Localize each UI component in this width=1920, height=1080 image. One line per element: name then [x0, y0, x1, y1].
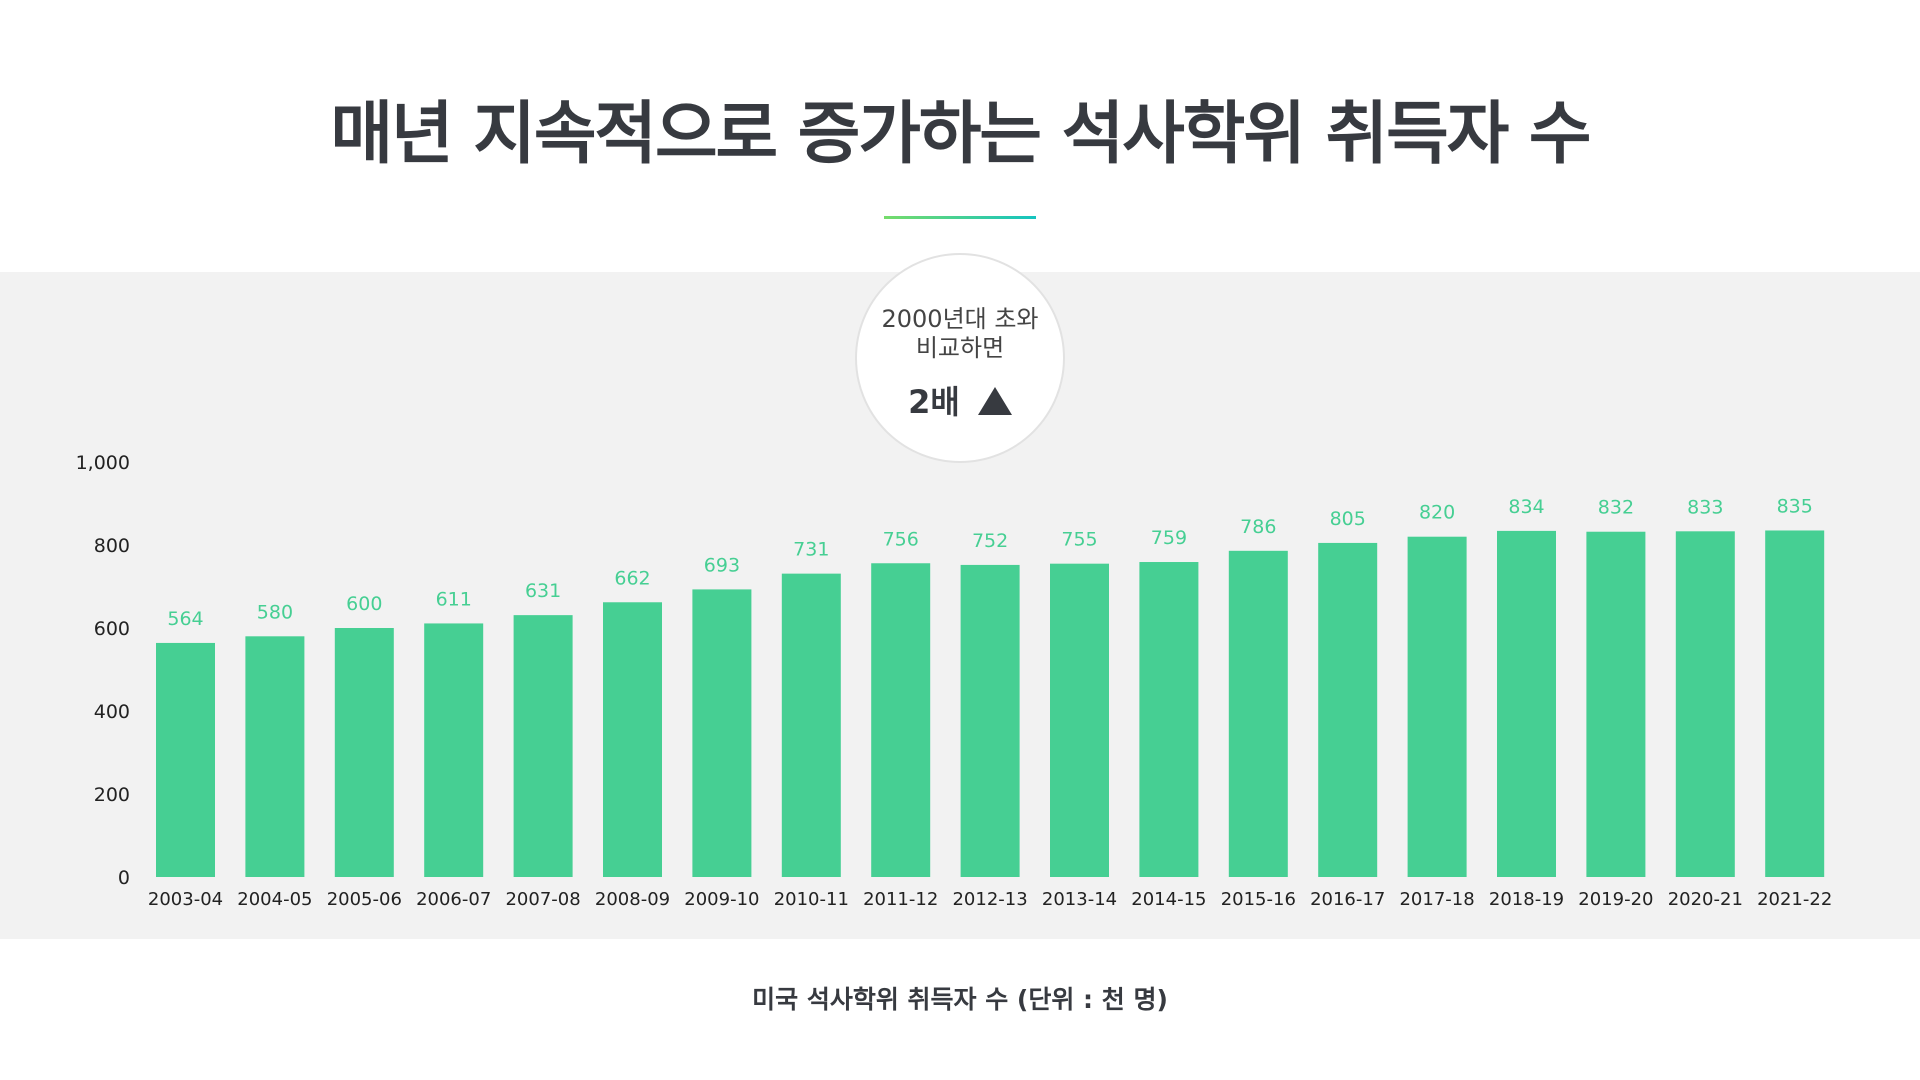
x-tick-label: 2003-04	[148, 889, 223, 910]
data-label: 833	[1687, 496, 1723, 518]
x-tick-label: 2007-08	[505, 889, 580, 910]
bar	[513, 615, 573, 877]
data-label: 631	[525, 580, 561, 602]
data-label: 835	[1777, 495, 1813, 517]
bar	[1228, 550, 1288, 877]
bar	[424, 623, 484, 877]
callout-line1: 2000년대 초와	[881, 305, 1039, 333]
bar	[334, 628, 394, 877]
data-label: 834	[1508, 496, 1544, 518]
callout-line2: 비교하면	[915, 334, 1005, 362]
callout-highlight: 2배	[908, 383, 960, 421]
bar	[1050, 563, 1109, 877]
bar	[1318, 542, 1378, 877]
x-tick-label: 2008-09	[595, 889, 670, 910]
data-label: 662	[614, 567, 650, 589]
data-label: 805	[1330, 508, 1366, 530]
data-label: 564	[167, 608, 203, 630]
data-label: 611	[436, 588, 472, 610]
bar	[245, 636, 305, 877]
bar	[781, 573, 841, 877]
data-label: 580	[257, 601, 293, 623]
bar	[1675, 531, 1735, 877]
x-tick-label: 2021-22	[1757, 889, 1832, 910]
page-title: 매년 지속적으로 증가하는 석사학위 취득자 수	[330, 95, 1591, 174]
callout-bubble: 2000년대 초와 비교하면 2배	[855, 253, 1065, 463]
x-tick-label: 2017-18	[1399, 889, 1474, 910]
chart-caption: 미국 석사학위 취득자 수 (단위 : 천 명)	[752, 985, 1168, 1014]
bar	[156, 642, 215, 877]
x-tick-label: 2005-06	[327, 889, 402, 910]
x-tick-label: 2009-10	[684, 889, 759, 910]
bar	[871, 563, 931, 877]
y-tick-label: 400	[94, 701, 130, 723]
bar	[1407, 536, 1467, 877]
title-underline	[884, 216, 1036, 219]
bar	[603, 602, 662, 877]
y-tick-label: 200	[94, 784, 130, 806]
x-tick-label: 2006-07	[416, 889, 491, 910]
x-tick-label: 2012-13	[952, 889, 1027, 910]
x-tick-label: 2011-12	[863, 889, 938, 910]
x-tick-label: 2016-17	[1310, 889, 1385, 910]
x-tick-label: 2010-11	[774, 889, 849, 910]
x-tick-label: 2020-21	[1668, 889, 1743, 910]
data-label: 786	[1240, 516, 1276, 538]
bar	[960, 564, 1020, 877]
bar	[1586, 531, 1646, 877]
up-triangle-icon	[977, 387, 1012, 415]
x-tick-label: 2019-20	[1578, 889, 1653, 910]
data-label: 693	[704, 554, 740, 576]
data-label: 752	[972, 530, 1008, 552]
x-tick-label: 2014-15	[1131, 889, 1206, 910]
data-label: 731	[793, 539, 829, 561]
x-tick-label: 2013-14	[1042, 889, 1117, 910]
bar	[1765, 530, 1825, 877]
data-label: 759	[1151, 527, 1187, 549]
y-tick-label: 1,000	[76, 452, 130, 474]
data-label: 832	[1598, 497, 1634, 519]
x-tick-label: 2018-19	[1489, 889, 1564, 910]
y-tick-label: 0	[118, 867, 130, 889]
x-tick-label: 2004-05	[237, 889, 312, 910]
bar	[1497, 530, 1556, 877]
y-tick-label: 600	[94, 618, 130, 640]
data-label: 600	[346, 593, 382, 615]
x-tick-label: 2015-16	[1221, 889, 1296, 910]
data-label: 756	[883, 528, 919, 550]
y-tick-label: 800	[94, 535, 130, 557]
data-label: 755	[1061, 529, 1097, 551]
bar	[1139, 562, 1199, 877]
bar	[692, 589, 752, 877]
data-label: 820	[1419, 502, 1455, 524]
